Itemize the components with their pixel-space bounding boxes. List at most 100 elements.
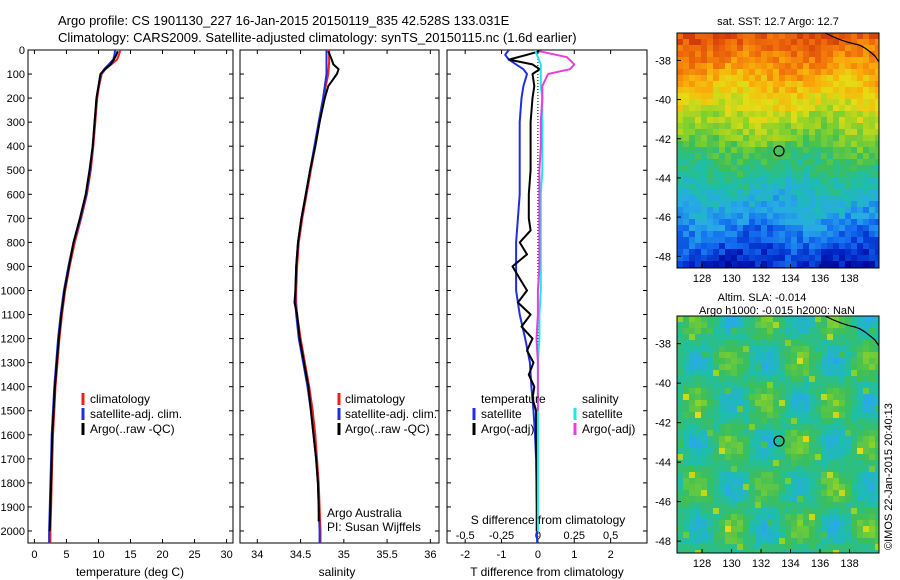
depth-tick-label: 1300: [1, 358, 25, 370]
sla-map-cell: [869, 508, 876, 515]
sla-map-cell: [779, 400, 786, 407]
sla-map-cell: [767, 394, 774, 401]
sst-map-cell: [695, 165, 702, 172]
sla-map-cell: [875, 388, 879, 395]
sst-map-cell: [701, 123, 708, 130]
sst-map-cell: [839, 57, 846, 64]
sst-map-cell: [689, 237, 696, 244]
sst-map-cell: [743, 159, 750, 166]
sla-map-cell: [857, 352, 864, 359]
sla-map-cell: [803, 502, 810, 509]
sst-map-cell: [713, 261, 720, 268]
sst-map-cell: [851, 261, 858, 268]
sla-map-cell: [827, 418, 834, 425]
sst-map-cell: [707, 207, 714, 214]
sla-map-cell: [695, 316, 702, 323]
sla-map-cell: [677, 388, 684, 395]
sla-map-cell: [797, 382, 804, 389]
sst-map-cell: [779, 249, 786, 256]
sst-map-cell: [761, 165, 768, 172]
sla-map-cell: [689, 538, 696, 545]
sla-map-cell: [743, 334, 750, 341]
sla-map-cell: [743, 388, 750, 395]
sst-map-cell: [857, 213, 864, 220]
sla-map-cell: [689, 424, 696, 431]
sst-map-cell: [839, 171, 846, 178]
sla-map-cell: [785, 448, 792, 455]
sst-map-cell: [863, 225, 870, 232]
sla-map-cell: [689, 508, 696, 515]
sst-map-cell: [815, 81, 822, 88]
sst-map-cell: [713, 219, 720, 226]
sst-map-cell: [851, 123, 858, 130]
sst-map-cell: [689, 33, 696, 40]
sla-map-cell: [737, 466, 744, 473]
sst-map-cell: [683, 207, 690, 214]
sst-map-cell: [815, 159, 822, 166]
sst-map-cell: [749, 51, 756, 58]
sst-map-cell: [821, 129, 828, 136]
sst-map-cell: [791, 165, 798, 172]
sla-map-cell: [785, 514, 792, 521]
sst-map-cell: [719, 171, 726, 178]
sla-map-cell: [719, 328, 726, 335]
sla-map-cell: [677, 322, 684, 329]
sst-map-cell: [731, 105, 738, 112]
sst-map-cell: [857, 75, 864, 82]
sla-map-cell: [767, 382, 774, 389]
sst-map-cell: [803, 57, 810, 64]
sst-map-cell: [677, 243, 684, 250]
sla-map-cell: [863, 460, 870, 467]
sst-map-cell: [803, 105, 810, 112]
sst-map-cell: [773, 225, 780, 232]
sst-map-cell: [731, 39, 738, 46]
sst-map-cell: [803, 141, 810, 148]
sla-map-cell: [863, 328, 870, 335]
sla-map-cell: [695, 454, 702, 461]
sst-map-cell: [737, 57, 744, 64]
sla-map-cell: [731, 526, 738, 533]
sla-map-cell: [755, 418, 762, 425]
sst-map-cell: [779, 117, 786, 124]
sst-map-cell: [833, 69, 840, 76]
sla-map-cell: [821, 496, 828, 503]
sla-map-cell: [719, 382, 726, 389]
sst-map-cell: [767, 99, 774, 106]
sla-map-cell: [677, 400, 684, 407]
sla-map-cell: [749, 550, 756, 553]
sla-map-cell: [779, 364, 786, 371]
sst-map-cell: [713, 249, 720, 256]
argo-position-marker-sla: [773, 435, 785, 447]
sla-map-cell: [863, 322, 870, 329]
sla-map-cell: [743, 490, 750, 497]
sla-map-cell: [701, 442, 708, 449]
sst-map-cell: [701, 201, 708, 208]
sla-map-cell: [755, 436, 762, 443]
sla-map-cell: [719, 364, 726, 371]
sst-map-cell: [875, 75, 879, 82]
sla-map-cell: [845, 364, 852, 371]
sst-map-cell: [875, 51, 879, 58]
sst-map-cell: [827, 39, 834, 46]
sst-map-cell: [731, 231, 738, 238]
sla-map-cell: [833, 382, 840, 389]
sst-map-cell: [767, 237, 774, 244]
sla-map-cell: [701, 478, 708, 485]
sst-map-cell: [863, 135, 870, 142]
sst-map-cell: [749, 81, 756, 88]
sst-map-cell: [839, 75, 846, 82]
sst-map-frame: [676, 32, 880, 269]
sla-map-cell: [737, 334, 744, 341]
sla-map-cell: [857, 340, 864, 347]
sla-map-cell: [695, 550, 702, 553]
sla-map-cell: [725, 478, 732, 485]
sst-map-cell: [773, 141, 780, 148]
sst-map-cell: [809, 147, 816, 154]
sla-map-cell: [719, 472, 726, 479]
sst-map-cell: [737, 255, 744, 262]
sla-map-cell: [803, 376, 810, 383]
sst-map-cell: [791, 141, 798, 148]
sla-map-cell: [707, 526, 714, 533]
sla-map-cell: [743, 514, 750, 521]
sla-map-cell: [827, 322, 834, 329]
